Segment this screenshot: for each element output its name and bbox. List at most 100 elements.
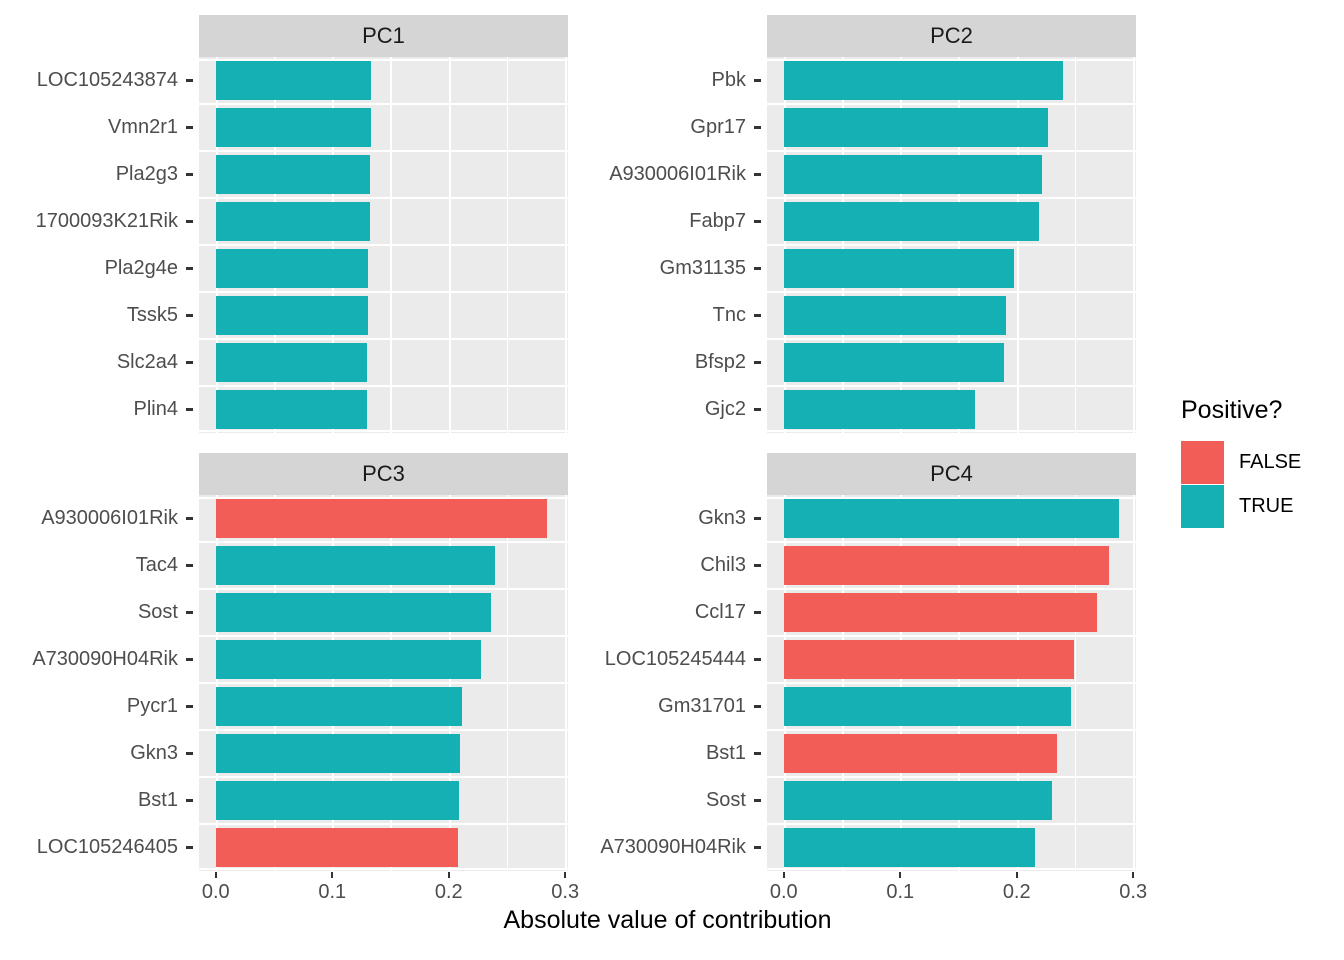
bar [215,781,460,820]
gene-label-row: Gjc2 [568,386,767,433]
gene-label: Ccl17 [694,601,746,623]
gene-label: Vmn2r1 [107,116,178,138]
gene-label-row: Ccl17 [568,589,767,636]
band-line [767,430,1136,432]
facet-strip-label: PC2 [930,23,973,48]
bar [783,499,1120,538]
x-tick-mark [331,872,334,878]
gene-label-row: Gpr17 [568,104,767,151]
gene-label: A930006I01Rik [609,163,746,185]
band-line [199,776,568,778]
gene-label: A730090H04Rik [600,836,746,858]
band-line [767,823,1136,825]
gene-label-row: Bst1 [0,777,199,824]
y-tick-mark [186,126,193,129]
gene-label-row: Bst1 [568,730,767,777]
x-tick-mark [899,872,902,878]
facet-strip-label: PC4 [930,461,973,486]
y-tick-mark [754,79,761,82]
facet-strip-label: PC1 [362,23,405,48]
gene-label-row: Tssk5 [0,292,199,339]
x-tick-label: 0.2 [1002,881,1031,903]
gene-label: Fabp7 [689,210,746,232]
bar [215,687,462,726]
x-tick-label: 0.0 [769,881,798,903]
gene-label: Tssk5 [126,304,178,326]
band-line [767,541,1136,543]
facet-strip-pc2: PC2 [767,15,1136,57]
band-line [199,385,568,387]
gene-label-row: 1700093K21Rik [0,198,199,245]
gene-label-row: Pbk [568,57,767,104]
bar [783,593,1098,632]
bar [215,640,482,679]
gene-label: LOC105245444 [604,648,746,670]
legend-label: TRUE [1239,494,1294,517]
y-tick-mark [186,220,193,223]
band-line [199,59,568,61]
gene-label-row: Gkn3 [568,495,767,542]
y-tick-mark [754,173,761,176]
band-line [199,103,568,105]
gene-label: Gpr17 [690,116,746,138]
gene-label: Tac4 [135,554,178,576]
facet-strip-pc1: PC1 [199,15,568,57]
bar [215,61,371,100]
gene-label: A730090H04Rik [32,648,178,670]
legend-label: FALSE [1239,450,1302,473]
y-tick-mark [186,846,193,849]
band-line [767,868,1136,870]
y-tick-mark [186,408,193,411]
gene-label-row: Pla2g4e [0,245,199,292]
band-line [199,150,568,152]
plot-panel-pc2 [767,57,1136,433]
x-tick-mark [782,872,785,878]
y-tick-mark [754,752,761,755]
gene-label-row: Fabp7 [568,198,767,245]
facet-strip-label: PC3 [362,461,405,486]
plot-panel-pc4 [767,495,1136,871]
gene-label-row: A730090H04Rik [0,636,199,683]
y-tick-mark [754,705,761,708]
y-tick-mark [186,267,193,270]
bar [215,390,368,429]
gene-label-row: LOC105243874 [0,57,199,104]
gene-label: Pbk [711,69,746,91]
gene-label-row: A930006I01Rik [0,495,199,542]
band-line [767,150,1136,152]
gene-label: Sost [137,601,178,623]
y-tick-mark [186,611,193,614]
band-line [767,635,1136,637]
gene-label: Bst1 [137,789,178,811]
x-tick-mark [564,872,567,878]
bar [215,296,369,335]
gene-label-row: LOC105245444 [568,636,767,683]
gene-label: Chil3 [700,554,746,576]
band-line [199,430,568,432]
gene-label: Gkn3 [698,507,746,529]
y-tick-mark [186,517,193,520]
y-tick-mark [186,705,193,708]
gene-label: LOC105243874 [36,69,178,91]
bar [215,499,547,538]
gene-label-row: Bfsp2 [568,339,767,386]
band-line [199,868,568,870]
gene-label-row: Pla2g3 [0,151,199,198]
gene-label: 1700093K21Rik [35,210,178,232]
y-tick-mark [754,314,761,317]
bar [215,108,371,147]
band-line [199,197,568,199]
bar [215,155,370,194]
y-tick-mark [754,408,761,411]
gene-label-row: Gkn3 [0,730,199,777]
bar [783,390,975,429]
band-line [767,497,1136,499]
x-tick-label: 0.3 [1119,881,1148,903]
facet-pc1: PC1 LOC105243874 Vmn2r1 Pla2g3 1700093K21Ri… [0,15,568,473]
legend-item-true: TRUE [1181,484,1301,528]
gene-label: Gkn3 [130,742,178,764]
gene-label: Sost [705,789,746,811]
bar [783,61,1064,100]
bar [783,828,1036,867]
band-line [767,291,1136,293]
